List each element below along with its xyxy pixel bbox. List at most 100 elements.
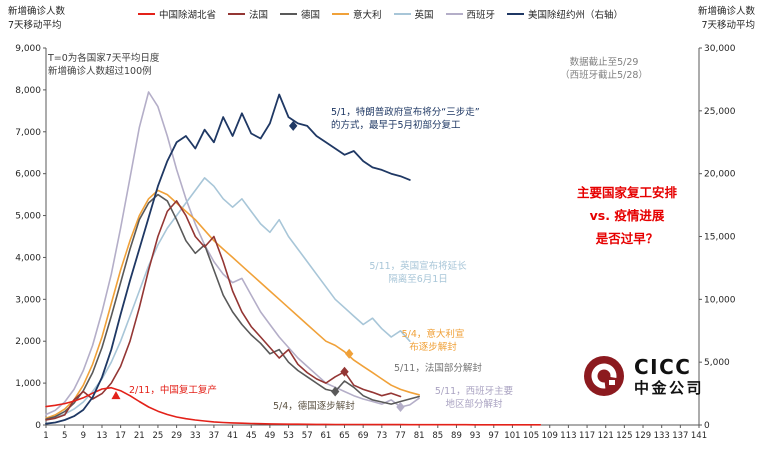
- x-axis-label: 89: [451, 431, 462, 441]
- annotation-germany-reopen: 5/4，德国逐步解封: [273, 401, 355, 412]
- legend-label-china: 中国除湖北省: [158, 10, 216, 21]
- y-axis-left-label: 4,000: [15, 253, 41, 263]
- x-axis-label: 9: [81, 431, 86, 441]
- y-axis-right-label: 5,000: [704, 358, 730, 368]
- x-axis-label: 125: [616, 431, 632, 441]
- marker-us-reopen: [289, 120, 298, 131]
- cicc-logo-icon: [584, 356, 624, 396]
- legend-swatch-italy: [331, 13, 349, 15]
- x-axis-label: 109: [542, 431, 558, 441]
- annotation-italy-reopen: 5/4，意大利宣 布逐步解封: [401, 329, 465, 354]
- legend-label-germany: 德国: [300, 10, 320, 21]
- legend-label-france: 法国: [248, 10, 268, 21]
- x-axis-label: 133: [654, 431, 670, 441]
- legend-swatch-uk: [393, 13, 411, 15]
- x-axis-label: 85: [432, 431, 443, 441]
- x-axis-label: 97: [488, 431, 499, 441]
- annotation-data-cutoff: 数据截止至5/29 （西班牙截止5/28）: [560, 57, 648, 82]
- marker-italy-reopen: [344, 348, 354, 359]
- x-axis-label: 113: [560, 431, 576, 441]
- marker-spain-reopen: [396, 401, 405, 412]
- annotation-t0-note: T=0为各国家7天平均日度 新增确诊人数超过100例: [48, 53, 160, 78]
- x-axis-label: 57: [302, 431, 313, 441]
- series-line-us: [45, 93, 411, 425]
- x-axis-label: 61: [320, 431, 331, 441]
- y-axis-right-label: 30,000: [704, 44, 736, 54]
- annotation-france-reopen: 5/11，法国部分解封: [394, 363, 482, 374]
- legend-swatch-china: [137, 13, 155, 15]
- x-axis-label: 13: [97, 431, 108, 441]
- y-axis-right-label: 0: [704, 421, 710, 431]
- cicc-logo: CICC 中金公司: [583, 355, 704, 397]
- y-axis-left-label: 0: [35, 421, 41, 431]
- x-axis-label: 49: [264, 431, 275, 441]
- x-axis-label: 45: [246, 431, 257, 441]
- legend: 中国除湖北省 法国 德国 意大利 英国 西班牙 美国除纽约州（右轴）: [84, 7, 677, 21]
- x-axis-label: 141: [691, 431, 707, 441]
- headline-question: 主要国家复工安排 vs. 疫情进展 是否过早？: [576, 185, 677, 247]
- annotation-spain-reopen: 5/11，西班牙主要 地区部分解封: [434, 386, 514, 411]
- x-axis-label: 65: [339, 431, 350, 441]
- y-axis-left-label: 5,000: [15, 212, 41, 222]
- annotation-us-reopen-plan: 5/1，特朗普政府宣布将分“三步走” 的方式，最早于5月初部分复工: [331, 107, 480, 132]
- x-axis-label: 17: [115, 431, 126, 441]
- y-axis-right-label: 15,000: [704, 233, 736, 243]
- legend-swatch-france: [227, 13, 245, 15]
- right-axis-title: 新增确诊人数 7天移动平均: [697, 6, 755, 32]
- y-axis-right-label: 20,000: [704, 170, 736, 180]
- y-axis-left-label: 6,000: [15, 170, 41, 180]
- legend-item-us: 美国除纽约州（右轴）: [507, 7, 623, 21]
- y-axis-left-label: 8,000: [15, 86, 41, 96]
- x-axis-label: 129: [635, 431, 651, 441]
- y-axis-right-label: 10,000: [704, 295, 736, 305]
- legend-swatch-spain: [445, 13, 463, 15]
- series-line-spain: [45, 91, 420, 416]
- legend-item-china: 中国除湖北省: [137, 7, 216, 21]
- legend-item-france: 法国: [227, 7, 268, 21]
- marker-china-reopen: [111, 391, 121, 400]
- x-axis-label: 33: [190, 431, 201, 441]
- cicc-logo-en: CICC: [634, 354, 692, 379]
- annotation-china-back-to-work: 2/11，中国复工复产: [129, 385, 217, 396]
- series-line-germany: [45, 193, 420, 420]
- legend-label-spain: 西班牙: [466, 10, 496, 21]
- legend-item-germany: 德国: [279, 7, 320, 21]
- marker-france-reopen: [340, 366, 349, 377]
- x-axis-label: 5: [62, 431, 67, 441]
- x-axis-label: 69: [358, 431, 369, 441]
- legend-swatch-germany: [279, 13, 297, 15]
- x-axis-label: 21: [134, 431, 145, 441]
- cicc-logo-cn: 中金公司: [634, 378, 705, 397]
- series-line-france: [45, 200, 402, 421]
- annotation-uk-lockdown-extension: 5/11，英国宣布将延长 隔离至6月1日: [369, 261, 467, 286]
- series-line-china: [45, 386, 542, 426]
- legend-item-uk: 英国: [393, 7, 434, 21]
- x-axis-label: 117: [579, 431, 595, 441]
- x-axis-label: 81: [414, 431, 425, 441]
- y-axis-left-label: 7,000: [15, 128, 41, 138]
- x-axis-label: 29: [171, 431, 182, 441]
- x-axis-label: 101: [504, 431, 520, 441]
- left-axis-title: 新增确诊人数 7天移动平均: [8, 6, 66, 32]
- legend-label-us: 美国除纽约州（右轴）: [528, 10, 624, 21]
- y-axis-left-label: 3,000: [15, 295, 41, 305]
- x-axis-label: 41: [227, 431, 238, 441]
- x-axis-label: 1: [43, 431, 48, 441]
- x-axis-label: 105: [523, 431, 539, 441]
- x-axis-label: 137: [672, 431, 688, 441]
- y-axis-left-label: 9,000: [15, 44, 41, 54]
- legend-swatch-us: [507, 13, 525, 15]
- series-line-uk: [45, 177, 411, 421]
- x-axis-label: 93: [470, 431, 481, 441]
- x-axis-label: 73: [376, 431, 387, 441]
- legend-label-uk: 英国: [414, 10, 434, 21]
- x-axis-label: 25: [153, 431, 164, 441]
- series-line-italy: [45, 189, 420, 420]
- x-axis-label: 37: [209, 431, 220, 441]
- x-axis-label: 77: [395, 431, 406, 441]
- x-axis-label: 53: [283, 431, 294, 441]
- legend-item-spain: 西班牙: [445, 7, 496, 21]
- x-axis-label: 121: [598, 431, 614, 441]
